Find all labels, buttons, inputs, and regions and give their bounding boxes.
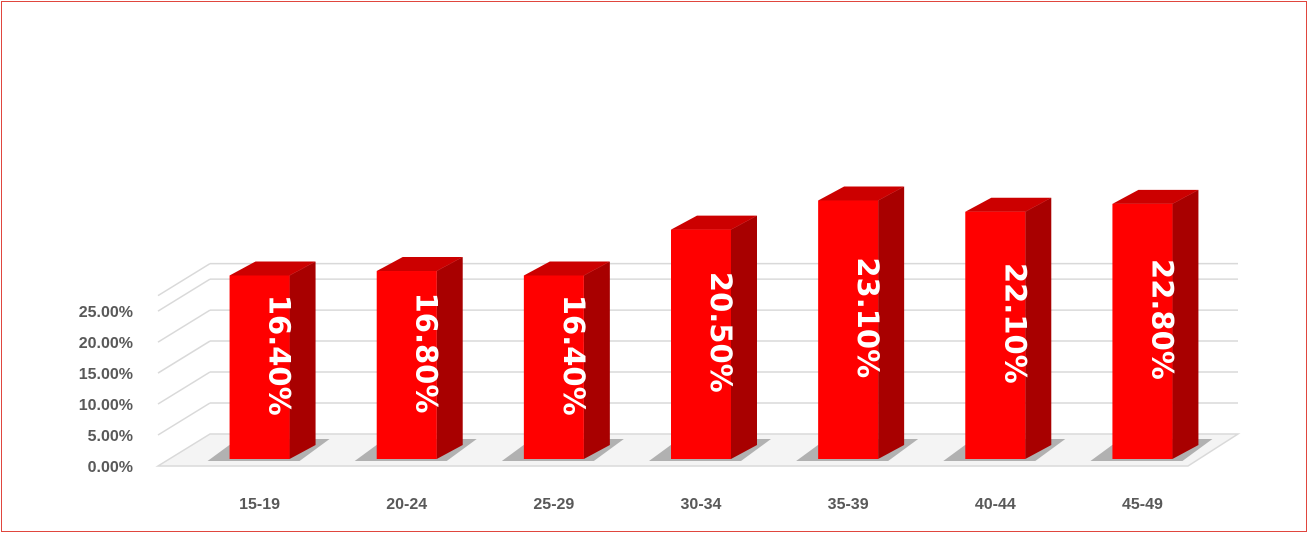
bar-top	[229, 261, 316, 276]
bar: 16.40%	[207, 261, 330, 461]
bar-front	[965, 211, 1026, 459]
bar-data-label: 22.80%	[1145, 259, 1179, 380]
bar: 22.80%	[1090, 189, 1213, 461]
y-tick-label: 20.00%	[79, 335, 133, 352]
bar-top	[523, 261, 610, 276]
bar: 20.50%	[649, 215, 771, 461]
gridline	[157, 309, 211, 343]
x-tick-label: 30-34	[681, 496, 722, 513]
gridline	[157, 340, 211, 374]
bar-top	[671, 215, 757, 230]
gridline	[157, 402, 211, 436]
bar-side	[289, 261, 316, 459]
bar-front	[818, 200, 879, 460]
bar-data-label: 22.10%	[998, 263, 1032, 384]
x-tick-label: 25-29	[533, 496, 574, 513]
bar-side	[1172, 189, 1199, 460]
bar-data-label: 23.10%	[851, 257, 885, 378]
bar-data-label: 20.50%	[704, 272, 738, 393]
x-axis-tick-labels: 15-19 20-24 25-29 30-34 35-39 40-44 45-49	[239, 496, 1163, 513]
gridline	[157, 278, 211, 312]
bar-side	[583, 261, 610, 459]
gridline	[157, 262, 211, 297]
bar: 23.10%	[796, 186, 919, 461]
bars: 16.40% 16.80% 16.40% 20.50% 23.10% 22.10% 22.8…	[207, 186, 1213, 461]
bar-top	[1112, 189, 1199, 204]
bar-top	[376, 257, 463, 272]
x-tick-label: 20-24	[386, 496, 427, 513]
x-tick-label: 15-19	[239, 496, 280, 513]
bar-side	[731, 215, 757, 459]
bar-data-label: 16.80%	[410, 293, 444, 414]
bar-data-label: 16.40%	[557, 295, 591, 416]
y-tick-label: 15.00%	[79, 366, 133, 383]
bar: 16.40%	[501, 261, 624, 461]
x-tick-label: 35-39	[828, 496, 869, 513]
y-tick-label: 5.00%	[88, 428, 133, 445]
x-tick-label: 45-49	[1122, 496, 1163, 513]
y-axis-tick-labels: 0.00% 5.00% 10.00% 15.00% 20.00% 25.00%	[79, 304, 133, 476]
bar-data-label: 16.40%	[263, 295, 297, 416]
bar-top	[818, 186, 905, 201]
x-tick-label: 40-44	[975, 496, 1016, 513]
y-tick-label: 0.00%	[88, 459, 133, 476]
bar-front	[229, 275, 290, 459]
y-tick-label: 25.00%	[79, 304, 133, 321]
y-tick-label: 10.00%	[79, 397, 133, 414]
bar: 16.80%	[354, 257, 477, 461]
bar-top	[965, 197, 1052, 212]
bar-front	[376, 271, 437, 459]
bar-front	[523, 275, 584, 459]
gridline	[157, 371, 211, 405]
bar-side	[878, 186, 905, 460]
bar-side	[1025, 197, 1052, 460]
bar: 22.10%	[943, 197, 1066, 461]
bar-front	[671, 229, 731, 459]
bar-front	[1112, 203, 1173, 459]
bar-side	[436, 257, 463, 459]
